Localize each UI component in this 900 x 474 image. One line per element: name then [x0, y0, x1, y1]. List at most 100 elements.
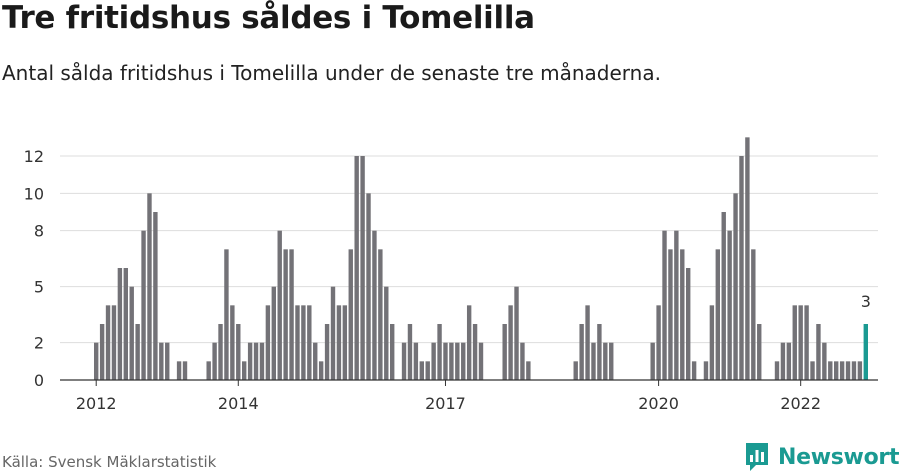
bar — [289, 249, 294, 380]
bar — [727, 230, 732, 380]
bar — [271, 286, 276, 380]
bar — [159, 342, 164, 380]
bar — [313, 342, 318, 380]
bar — [851, 361, 857, 380]
bar — [301, 305, 306, 380]
bar — [224, 249, 229, 380]
y-tick-label: 0 — [34, 371, 44, 390]
bar — [366, 193, 371, 380]
y-tick-label: 5 — [34, 278, 44, 297]
bar — [502, 324, 507, 380]
y-tick-label: 10 — [24, 184, 44, 203]
bar — [354, 156, 359, 380]
newsworthy-logo-icon — [746, 443, 768, 471]
bar — [709, 305, 715, 380]
bar — [111, 305, 117, 380]
bar — [786, 342, 792, 380]
chart-title: Tre fritidshus såldes i Tomelilla — [2, 0, 535, 36]
brand-name: Newsworthy — [778, 444, 900, 470]
bar — [141, 230, 146, 380]
bar — [691, 361, 697, 380]
x-tick-label: 2014 — [218, 394, 259, 413]
source-note: Källa: Svensk Mäklarstatistik — [2, 453, 217, 471]
bar — [668, 249, 673, 380]
y-axis-ticks: 0 2 5 8 10 12 — [24, 147, 44, 390]
bar — [757, 324, 762, 380]
bar — [839, 361, 845, 380]
bar — [407, 324, 413, 380]
bar — [206, 361, 211, 380]
bar — [686, 268, 691, 380]
data-labels: 3 — [861, 292, 871, 311]
bar — [212, 342, 217, 380]
bar — [585, 305, 590, 380]
bar — [318, 361, 324, 380]
bar — [804, 305, 809, 380]
bar — [721, 212, 726, 380]
bar — [834, 361, 839, 380]
bar — [218, 324, 223, 380]
bar — [129, 286, 134, 380]
bar — [330, 286, 336, 380]
bar — [176, 361, 182, 380]
newsworthy-logo: Newsworthy — [744, 441, 900, 473]
bar — [733, 193, 738, 380]
bar — [283, 249, 288, 380]
bar — [739, 156, 744, 380]
bar — [153, 212, 158, 380]
bar — [798, 305, 803, 380]
bar — [336, 305, 342, 380]
bar — [147, 193, 152, 380]
bar — [774, 361, 780, 380]
bar — [449, 342, 454, 380]
bar — [443, 342, 448, 380]
bar — [165, 342, 170, 380]
bar — [508, 305, 513, 380]
bar — [609, 342, 614, 380]
bar — [745, 137, 750, 380]
bar — [845, 361, 851, 380]
bar — [277, 230, 282, 380]
bar — [324, 324, 330, 380]
bar — [437, 324, 442, 380]
bar — [99, 324, 105, 380]
bar — [478, 342, 484, 380]
bar — [514, 286, 519, 380]
bar — [461, 342, 466, 380]
bar — [425, 361, 430, 380]
x-tick-label: 2020 — [638, 394, 679, 413]
bar — [455, 342, 460, 380]
bar — [253, 342, 259, 380]
bar — [419, 361, 424, 380]
bar — [579, 324, 584, 380]
bar — [662, 230, 667, 380]
bar-highlight — [863, 324, 868, 380]
bar — [230, 305, 235, 380]
bar — [857, 361, 863, 380]
chart-subtitle: Antal sålda fritidshus i Tomelilla under… — [2, 61, 661, 85]
bar — [816, 324, 821, 380]
bar — [123, 268, 128, 380]
bar — [378, 249, 383, 380]
x-tick-label: 2017 — [425, 394, 466, 413]
bar — [792, 305, 797, 380]
bar — [751, 249, 756, 380]
x-axis-ticks: 2012 2014 2017 2020 2022 — [76, 380, 821, 413]
bar — [526, 361, 531, 380]
bar — [680, 249, 685, 380]
bar — [384, 286, 389, 380]
bar — [828, 361, 833, 380]
x-tick-label: 2022 — [780, 394, 821, 413]
bar — [591, 342, 596, 380]
bar — [573, 361, 578, 380]
bar — [360, 156, 365, 380]
bar — [715, 249, 720, 380]
y-tick-label: 2 — [34, 334, 44, 353]
bar — [259, 342, 265, 380]
x-tick-label: 2012 — [76, 394, 117, 413]
bar — [431, 342, 436, 380]
bar — [307, 305, 312, 380]
bar — [780, 342, 786, 380]
bar — [236, 324, 241, 380]
bar — [105, 305, 111, 380]
